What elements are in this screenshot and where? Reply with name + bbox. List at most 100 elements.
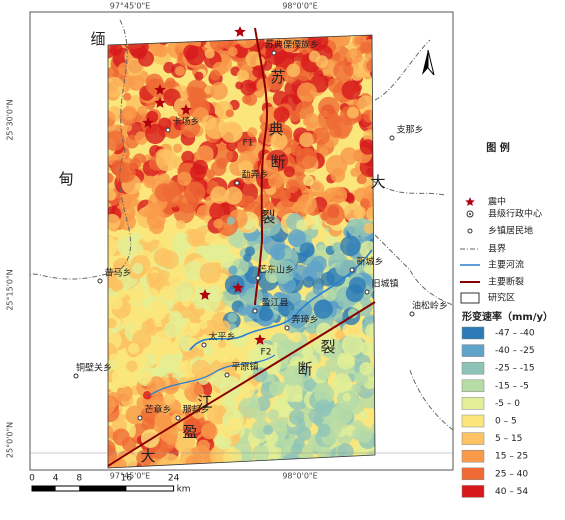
raster-cell [224,274,245,295]
town-symbol [165,127,171,133]
raster-cell [219,424,234,439]
epicenter [180,104,192,115]
town-symbol [389,135,395,141]
raster-cell [137,105,148,117]
raster-cell [221,256,234,268]
town-symbol [271,50,277,56]
raster-cell [140,405,159,424]
raster-cell [356,95,375,115]
base-lines [30,19,453,467]
raster-cell [228,46,238,57]
raster-cell [240,79,257,96]
raster-cell [215,436,229,450]
town-symbol [97,278,103,284]
raster-cell [163,393,176,406]
county-border [371,179,453,306]
raster-cell [339,36,350,47]
raster-cell [318,96,340,119]
raster-cell [198,320,208,330]
legend-label: 研究区 [488,292,515,304]
legend-title: 形变速率（mm/y） [462,310,553,323]
raster-cell [276,271,290,285]
raster-cell [245,246,255,257]
coord-label: 25°30'0"N [6,99,15,140]
place-label: 昔马乡 [104,268,131,279]
raster-cell [195,393,210,408]
town-symbol [234,180,240,186]
raster-cell [303,175,314,187]
region-label: 裂 [320,338,335,356]
raster-cell [145,317,155,327]
raster-cell [320,212,329,221]
raster-cell [195,145,214,164]
raster-cell [183,260,205,281]
raster-cell [146,376,166,396]
raster-cell [117,236,137,257]
legend-swatch [461,361,485,375]
raster-cell [158,337,173,353]
raster-cell [312,333,334,355]
place-label: 铜壁关乡 [76,362,112,374]
river [149,354,276,396]
town-symbol [255,275,261,281]
raster-cell [284,35,303,48]
fault-f2 [107,301,376,467]
raster-cell [225,109,234,118]
raster-cell [346,48,362,64]
raster-cell [304,113,320,129]
scale-tick-label: 4 [53,474,59,484]
raster-cell [360,41,373,54]
place-label: 芒章乡 [144,404,171,416]
raster-cell [183,44,199,60]
raster-cell [159,285,176,302]
legend-symbol [469,213,471,215]
scale-bar-segment [79,486,127,491]
raster-cell [305,261,324,280]
raster-cell [287,308,308,329]
raster-cell [155,414,171,430]
raster-cell [330,51,341,62]
raster-cell [111,367,132,388]
raster-cell [177,171,192,186]
town-symbol [224,372,230,378]
legend-swatch [461,344,485,357]
epicenter [154,84,166,95]
raster-cell [112,428,130,446]
raster-cell [187,229,205,247]
raster-cell [201,422,218,440]
legend-swatch [461,449,485,463]
region-label: 江 [197,393,212,411]
raster-cell [194,71,204,81]
legend-swatch [461,397,485,410]
raster-cell [228,265,238,275]
raster-cell [322,203,345,226]
raster-cell [113,458,127,468]
raster-cell [296,219,309,232]
raster-cell [347,308,358,319]
coord-label: 25°0'0"N [6,422,15,458]
raster-cell [341,80,361,100]
raster-cell [359,362,373,376]
study-area [107,34,376,469]
scale-tick-label: 16 [121,474,133,484]
raster-cell [155,149,178,172]
raster-cell [163,61,175,74]
place-label: 太平乡 [208,331,235,343]
legend-symbol [467,228,473,234]
legend-label: -47 – -40 [495,329,535,339]
raster-cell [312,127,330,145]
town-symbol [284,325,290,331]
raster-cell [243,173,255,185]
raster-cell [236,69,250,83]
river [189,249,373,351]
raster-cell [296,82,318,103]
raster-cell [108,391,122,408]
raster-cell [115,162,136,183]
raster-cell [201,114,217,131]
raster-cell [351,383,361,394]
raster-cell [332,373,352,394]
raster-cell [108,110,116,129]
